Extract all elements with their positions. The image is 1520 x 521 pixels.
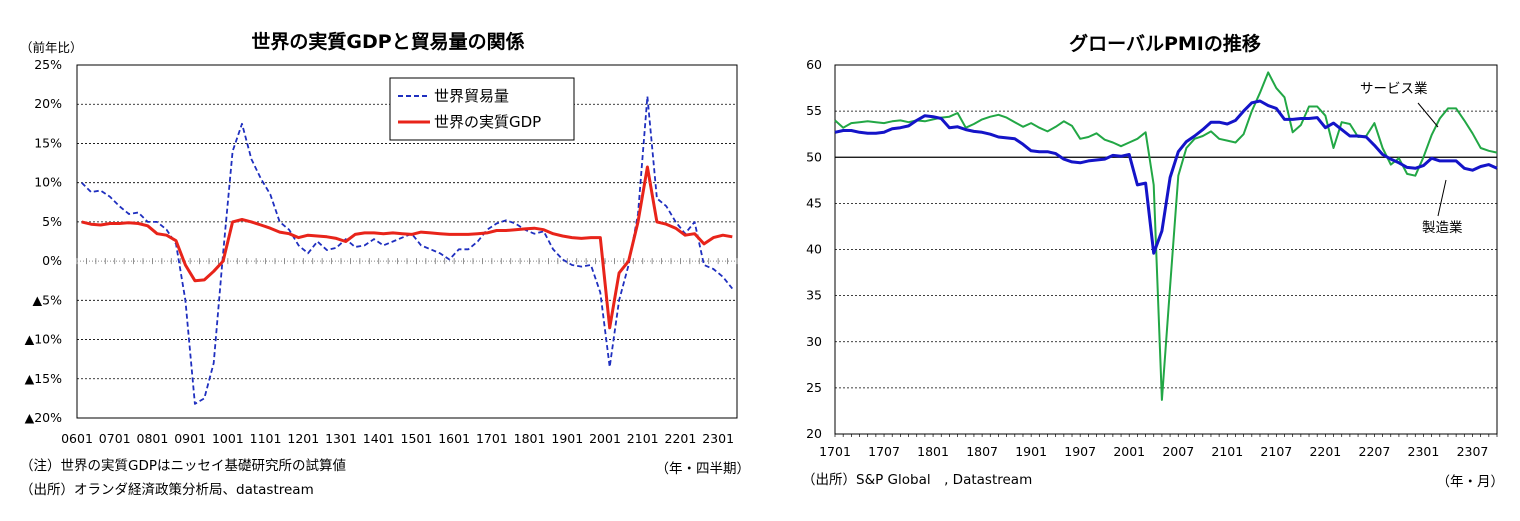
- y-tick-label: 20%: [34, 96, 62, 111]
- pmi-chart-panel: グローバルPMIの推移 60 55 50 45 40 35 30 25 20 1701 1707 1…: [770, 0, 1520, 521]
- x-tick-label: 0701: [99, 431, 131, 446]
- x-tick-label: 2201: [665, 431, 697, 446]
- y-tick-label: 50: [806, 149, 822, 164]
- x-tick-label: 1707: [868, 444, 900, 459]
- series-lines: [81, 95, 734, 405]
- y-tick-label: 60: [806, 57, 822, 72]
- x-tick-label: 1901: [551, 431, 583, 446]
- x-tick-label: 1807: [966, 444, 998, 459]
- chart-title: グローバルPMIの推移: [1069, 32, 1261, 55]
- y-tick-label: 0%: [42, 253, 62, 268]
- legend-label-gdp: 世界の実質GDP: [434, 113, 541, 131]
- x-axis-label: （年・月）: [1437, 474, 1505, 490]
- x-tick-label: 1601: [438, 431, 470, 446]
- plot-frame: [76, 64, 738, 419]
- annotation-services-leader: [1417, 102, 1439, 128]
- x-tick-labels: 0601 0701 0801 0901 1001 1101 1201 1301 1401 1501…: [61, 431, 734, 446]
- x-tick-label: 1401: [363, 431, 395, 446]
- trade-gdp-chart: 世界の実質GDPと貿易量の関係 （前年比） 25% 20% 15% 10% 5% 0% ▲5…: [20, 30, 751, 498]
- x-tick-label: 1001: [212, 431, 244, 446]
- x-tick-label: 2007: [1162, 444, 1194, 459]
- y-tick-label: 15%: [34, 135, 62, 150]
- y-tick-label: 5%: [42, 214, 62, 229]
- x-tick-label: 2001: [1113, 444, 1145, 459]
- y-tick-labels: 60 55 50 45 40 35 30 25 20: [806, 57, 822, 441]
- x-tick-label: 0601: [61, 431, 93, 446]
- x-tick-label: 2101: [1211, 444, 1243, 459]
- x-tick-label: 1801: [917, 444, 949, 459]
- x-tick-label: 0801: [137, 431, 169, 446]
- y-tick-label: ▲20%: [25, 410, 63, 425]
- y-tick-label: 35: [806, 288, 822, 303]
- y-tick-label: 40: [806, 242, 822, 257]
- chart-title: 世界の実質GDPと貿易量の関係: [251, 30, 524, 53]
- annotation-services: サービス業: [1360, 81, 1428, 97]
- x-tick-label: 2301: [702, 431, 734, 446]
- x-tick-label: 1301: [325, 431, 357, 446]
- x-tick-label: 2107: [1260, 444, 1292, 459]
- x-tick-label: 1701: [476, 431, 508, 446]
- plot-frame: [834, 64, 1498, 435]
- grid: [76, 64, 738, 419]
- x-tick-label: 1901: [1015, 444, 1047, 459]
- series-line-real-gdp: [81, 165, 733, 330]
- series-line-trade-volume: [81, 95, 734, 405]
- series-line-services: [834, 71, 1498, 401]
- legend-label-trade: 世界貿易量: [434, 87, 509, 105]
- x-tick-label: 2307: [1457, 444, 1489, 459]
- y-axis-label: （前年比）: [20, 40, 83, 55]
- grid: [834, 64, 1498, 437]
- y-tick-label: ▲10%: [25, 332, 63, 347]
- annotation-manufacturing: 製造業: [1422, 220, 1463, 236]
- y-tick-label: ▲15%: [25, 371, 63, 386]
- y-tick-labels: 25% 20% 15% 10% 5% 0% ▲5% ▲10% ▲15% ▲20%: [25, 57, 63, 425]
- y-tick-label: 20: [806, 426, 822, 441]
- legend-box: [389, 77, 575, 141]
- x-tick-label: 1501: [401, 431, 433, 446]
- x-tick-label: 1907: [1064, 444, 1096, 459]
- y-tick-label: ▲5%: [33, 292, 63, 307]
- series-lines: [834, 71, 1498, 401]
- annotations: サービス業 製造業: [1360, 81, 1463, 236]
- note-2: （出所）オランダ経済政策分析局、datastream: [20, 481, 314, 498]
- source-note: （出所）S&P Global , Datastream: [802, 472, 1032, 488]
- x-tick-label: 1701: [819, 444, 851, 459]
- x-tick-label: 2201: [1309, 444, 1341, 459]
- x-tick-label: 2001: [589, 431, 621, 446]
- x-tick-label: 2301: [1408, 444, 1440, 459]
- y-tick-label: 30: [806, 334, 822, 349]
- y-tick-label: 10%: [34, 175, 62, 190]
- x-tick-label: 1801: [514, 431, 546, 446]
- x-tick-label: 2207: [1359, 444, 1391, 459]
- y-tick-label: 25%: [34, 57, 62, 72]
- x-tick-label: 1201: [287, 431, 319, 446]
- x-axis-label: （年・四半期）: [656, 461, 751, 477]
- y-tick-label: 45: [806, 195, 822, 210]
- y-tick-label: 25: [806, 380, 822, 395]
- x-tick-label: 2101: [627, 431, 659, 446]
- legend: 世界貿易量 世界の実質GDP: [389, 77, 575, 141]
- trade-gdp-chart-panel: 世界の実質GDPと貿易量の関係 （前年比） 25% 20% 15% 10% 5% 0% ▲5…: [20, 30, 751, 498]
- note-1: （注）世界の実質GDPはニッセイ基礎研究所の試算値: [20, 457, 346, 474]
- x-tick-labels: 1701 1707 1801 1807 1901 1907 2001 2007 2101 2107…: [819, 444, 1488, 459]
- x-tick-label: 1101: [250, 431, 282, 446]
- annotation-manufacturing-leader: [1437, 179, 1447, 217]
- y-tick-label: 55: [806, 103, 822, 118]
- x-tick-label: 0901: [174, 431, 206, 446]
- series-line-manufacturing: [834, 99, 1498, 255]
